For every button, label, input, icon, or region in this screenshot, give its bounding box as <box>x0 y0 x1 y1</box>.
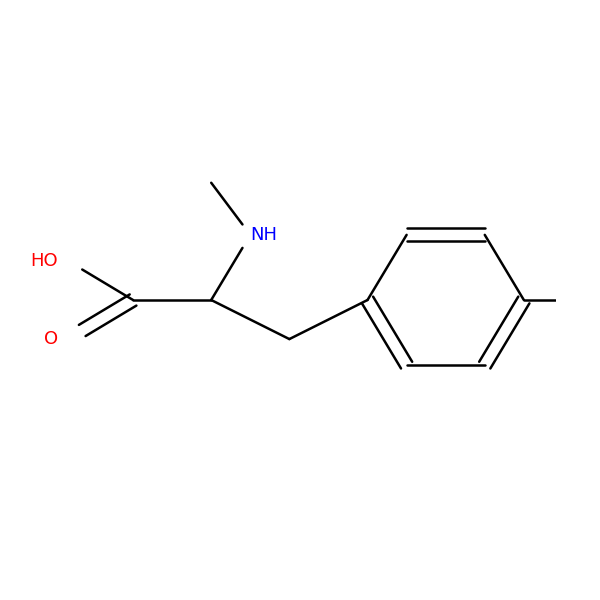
Text: HO: HO <box>31 252 58 270</box>
Text: O: O <box>44 330 58 348</box>
Text: NH: NH <box>250 226 277 244</box>
Text: I: I <box>599 291 600 309</box>
